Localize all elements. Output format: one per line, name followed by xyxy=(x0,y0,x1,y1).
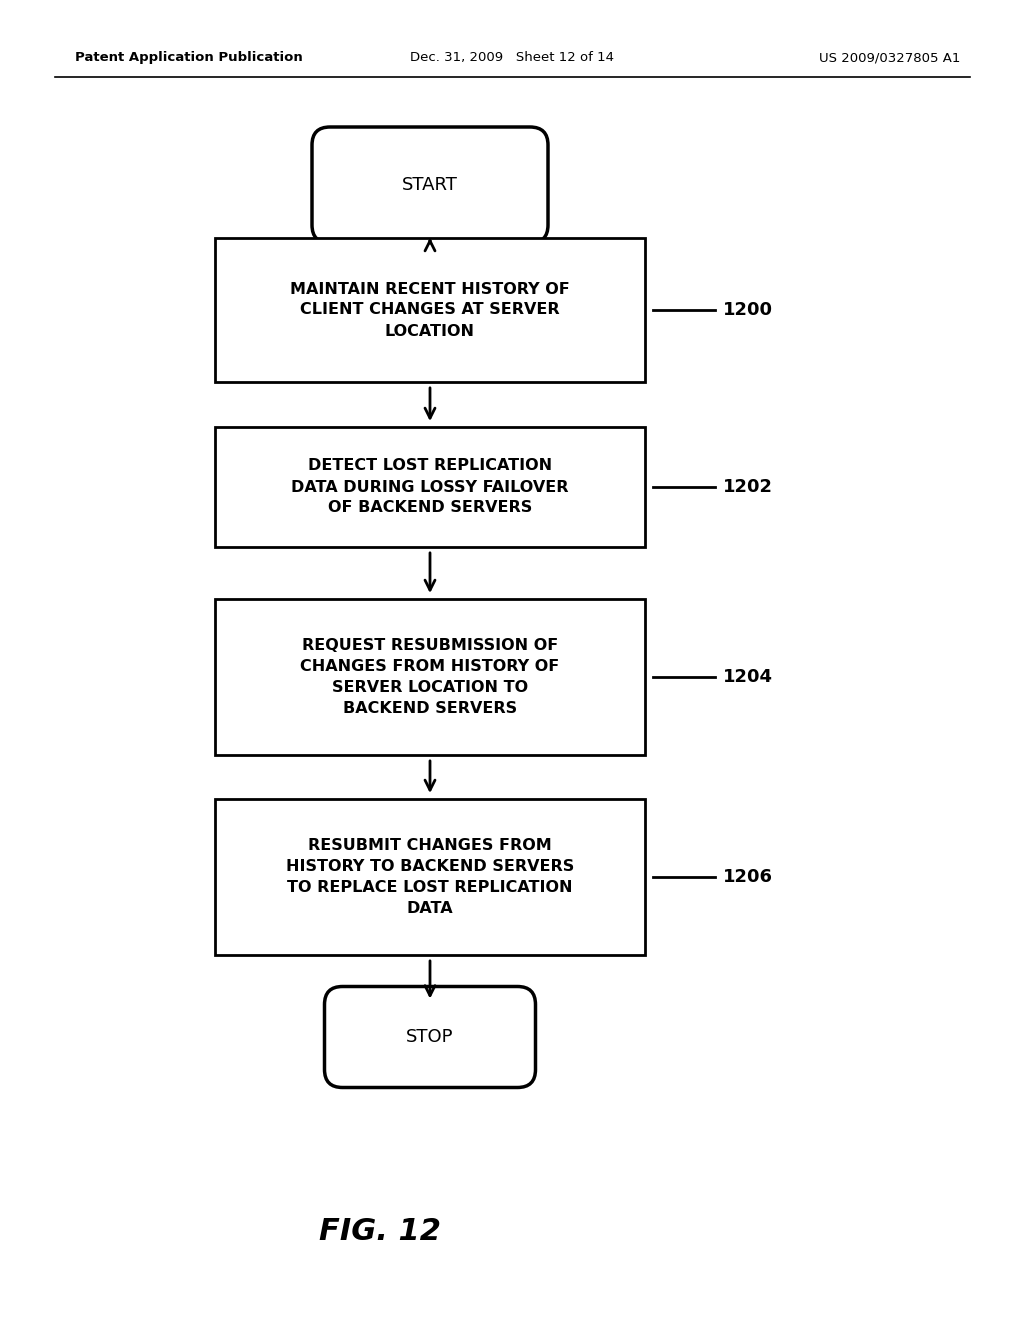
Text: FIG. 12: FIG. 12 xyxy=(319,1217,441,1246)
Text: Patent Application Publication: Patent Application Publication xyxy=(75,51,303,65)
Text: 1204: 1204 xyxy=(723,668,773,686)
Text: 1200: 1200 xyxy=(723,301,773,319)
Text: START: START xyxy=(402,176,458,194)
Text: US 2009/0327805 A1: US 2009/0327805 A1 xyxy=(818,51,961,65)
Text: REQUEST RESUBMISSION OF
CHANGES FROM HISTORY OF
SERVER LOCATION TO
BACKEND SERVE: REQUEST RESUBMISSION OF CHANGES FROM HIS… xyxy=(300,638,560,715)
Text: RESUBMIT CHANGES FROM
HISTORY TO BACKEND SERVERS
TO REPLACE LOST REPLICATION
DAT: RESUBMIT CHANGES FROM HISTORY TO BACKEND… xyxy=(286,838,574,916)
Bar xyxy=(215,238,645,381)
Bar xyxy=(215,599,645,755)
Bar xyxy=(215,426,645,546)
Text: 1206: 1206 xyxy=(723,869,773,886)
FancyBboxPatch shape xyxy=(325,986,536,1088)
Text: MAINTAIN RECENT HISTORY OF
CLIENT CHANGES AT SERVER
LOCATION: MAINTAIN RECENT HISTORY OF CLIENT CHANGE… xyxy=(290,281,570,338)
Text: DETECT LOST REPLICATION
DATA DURING LOSSY FAILOVER
OF BACKEND SERVERS: DETECT LOST REPLICATION DATA DURING LOSS… xyxy=(291,458,568,516)
Bar xyxy=(215,799,645,954)
FancyBboxPatch shape xyxy=(312,127,548,243)
Text: 1202: 1202 xyxy=(723,478,773,496)
Text: Dec. 31, 2009   Sheet 12 of 14: Dec. 31, 2009 Sheet 12 of 14 xyxy=(410,51,614,65)
Text: STOP: STOP xyxy=(407,1028,454,1045)
